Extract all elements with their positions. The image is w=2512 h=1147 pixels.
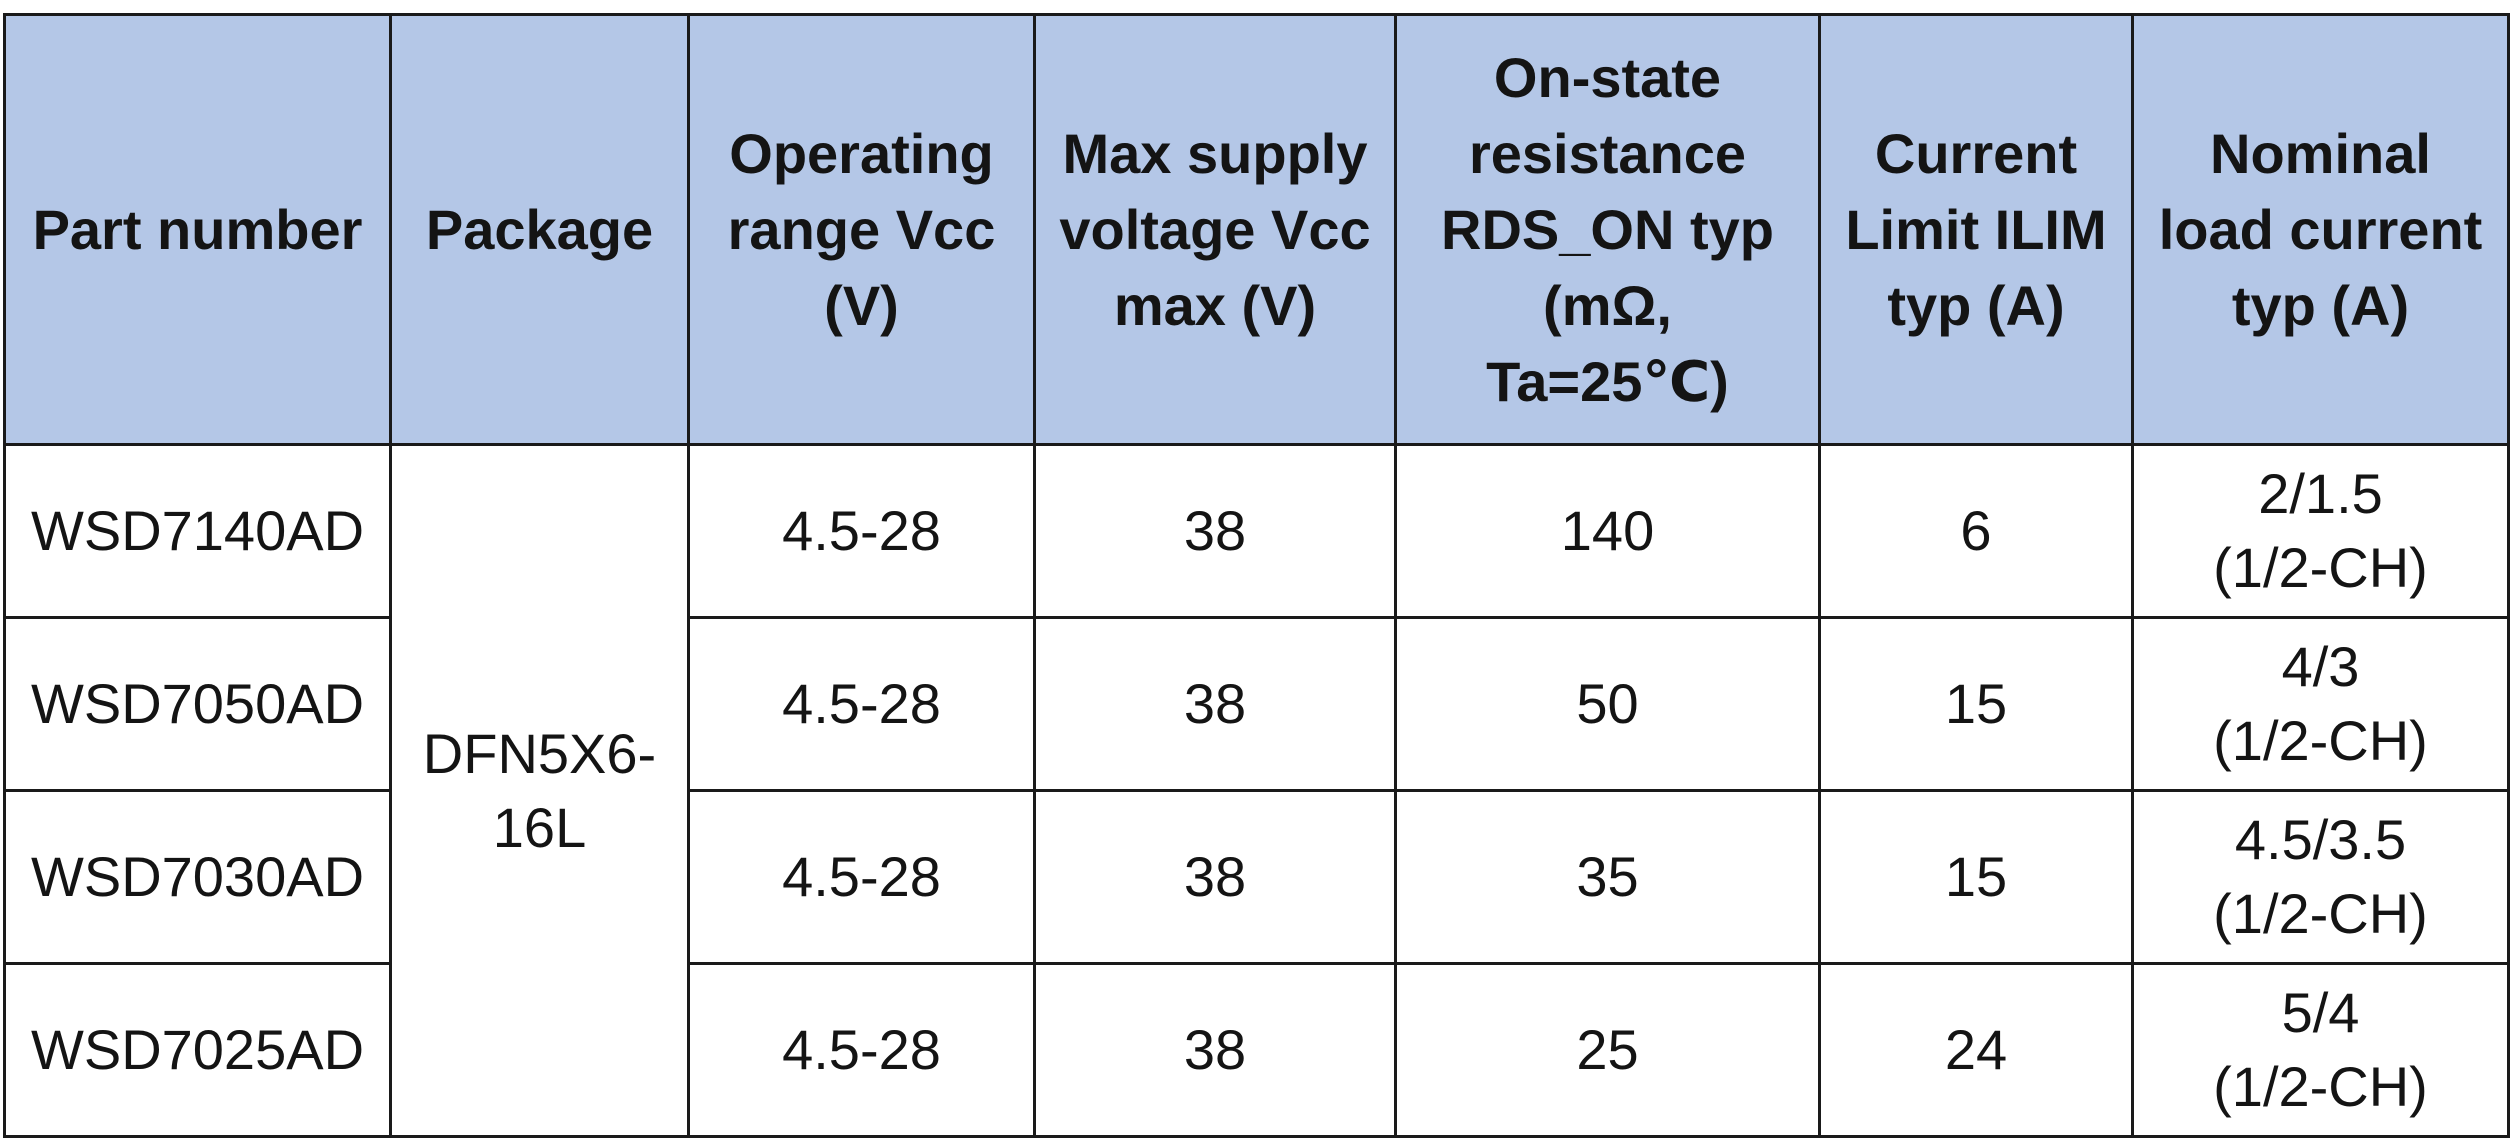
header-line: RDS_ON typ bbox=[1441, 197, 1774, 261]
header-line: Current bbox=[1874, 121, 2078, 185]
max-supply-voltage-cell: 38 bbox=[1033, 789, 1397, 965]
package-line: 16L bbox=[492, 795, 587, 859]
operating-range-cell: 4.5-28 bbox=[687, 443, 1036, 619]
header-line: On-state bbox=[1493, 45, 1722, 109]
header-line: max (V) bbox=[1113, 273, 1317, 337]
part-number-cell: WSD7025AD bbox=[3, 962, 392, 1138]
spec-table: Part number Package Operating range Vcc … bbox=[3, 13, 2510, 1138]
nominal-load-value: 5/4 bbox=[2281, 981, 2360, 1044]
header-line: voltage Vcc bbox=[1059, 197, 1371, 261]
operating-range-cell: 4.5-28 bbox=[687, 616, 1036, 792]
table-row: WSD7050AD 4.5-28 38 50 15 4/3 (1/2-CH) bbox=[3, 616, 2510, 792]
header-line: range Vcc bbox=[727, 197, 996, 261]
header-line: Part number bbox=[32, 197, 363, 261]
header-rds-on: On-state resistance RDS_ON typ (mΩ, Ta=2… bbox=[1394, 13, 1821, 446]
table-row: WSD7030AD 4.5-28 38 35 15 4.5/3.5 (1/2-C… bbox=[3, 789, 2510, 965]
package-cell: DFN5X6- 16L bbox=[389, 443, 690, 1138]
part-number-cell: WSD7030AD bbox=[3, 789, 392, 965]
nominal-load-cell: 5/4 (1/2-CH) bbox=[2131, 962, 2510, 1138]
rds-on-cell: 35 bbox=[1394, 789, 1821, 965]
header-part-number: Part number bbox=[3, 13, 392, 446]
current-limit-cell: 15 bbox=[1818, 789, 2134, 965]
current-limit-cell: 6 bbox=[1818, 443, 2134, 619]
operating-range-cell: 4.5-28 bbox=[687, 962, 1036, 1138]
nominal-load-value: 2/1.5 bbox=[2258, 462, 2383, 525]
header-line: typ (A) bbox=[2231, 273, 2410, 337]
header-line: Ta=25℃) bbox=[1486, 349, 1729, 413]
header-nominal-load-current: Nominal load current typ (A) bbox=[2131, 13, 2510, 446]
max-supply-voltage-cell: 38 bbox=[1033, 962, 1397, 1138]
table-row: WSD7025AD 4.5-28 38 25 24 5/4 (1/2-CH) bbox=[3, 962, 2510, 1138]
table-row: WSD7140AD DFN5X6- 16L 4.5-28 38 140 6 2/… bbox=[3, 443, 2510, 1138]
nominal-load-channel: (1/2-CH) bbox=[2213, 882, 2428, 945]
header-package: Package bbox=[389, 13, 690, 446]
operating-range-cell: 4.5-28 bbox=[687, 789, 1036, 965]
rds-on-cell: 25 bbox=[1394, 962, 1821, 1138]
header-line: Nominal bbox=[2210, 121, 2431, 185]
max-supply-voltage-cell: 38 bbox=[1033, 443, 1397, 619]
header-row: Part number Package Operating range Vcc … bbox=[3, 13, 2510, 446]
header-operating-range: Operating range Vcc (V) bbox=[687, 13, 1036, 446]
nominal-load-value: 4/3 bbox=[2281, 635, 2360, 698]
header-line: (V) bbox=[824, 273, 899, 337]
nominal-load-channel: (1/2-CH) bbox=[2213, 709, 2428, 772]
header-line: typ (A) bbox=[1887, 273, 2065, 337]
rds-on-cell: 140 bbox=[1394, 443, 1821, 619]
header-line: Limit ILIM bbox=[1845, 197, 2107, 261]
header-line: Max supply bbox=[1062, 121, 1368, 185]
nominal-load-cell: 4/3 (1/2-CH) bbox=[2131, 616, 2510, 792]
max-supply-voltage-cell: 38 bbox=[1033, 616, 1397, 792]
header-line: Package bbox=[425, 197, 654, 261]
rds-on-cell: 50 bbox=[1394, 616, 1821, 792]
header-line: Operating bbox=[729, 121, 994, 185]
current-limit-cell: 24 bbox=[1818, 962, 2134, 1138]
part-number-cell: WSD7050AD bbox=[3, 616, 392, 792]
header-line: resistance bbox=[1468, 121, 1747, 185]
header-line: load current bbox=[2158, 197, 2483, 261]
package-line: DFN5X6- bbox=[422, 721, 657, 785]
current-limit-cell: 15 bbox=[1818, 616, 2134, 792]
nominal-load-channel: (1/2-CH) bbox=[2213, 536, 2428, 599]
nominal-load-cell: 2/1.5 (1/2-CH) bbox=[2131, 443, 2510, 619]
header-current-limit: Current Limit ILIM typ (A) bbox=[1818, 13, 2134, 446]
part-number-cell: WSD7140AD bbox=[3, 443, 392, 619]
header-line: (mΩ, bbox=[1543, 273, 1672, 337]
header-max-supply-voltage: Max supply voltage Vcc max (V) bbox=[1033, 13, 1397, 446]
nominal-load-channel: (1/2-CH) bbox=[2213, 1055, 2428, 1118]
nominal-load-cell: 4.5/3.5 (1/2-CH) bbox=[2131, 789, 2510, 965]
nominal-load-value: 4.5/3.5 bbox=[2234, 808, 2407, 871]
